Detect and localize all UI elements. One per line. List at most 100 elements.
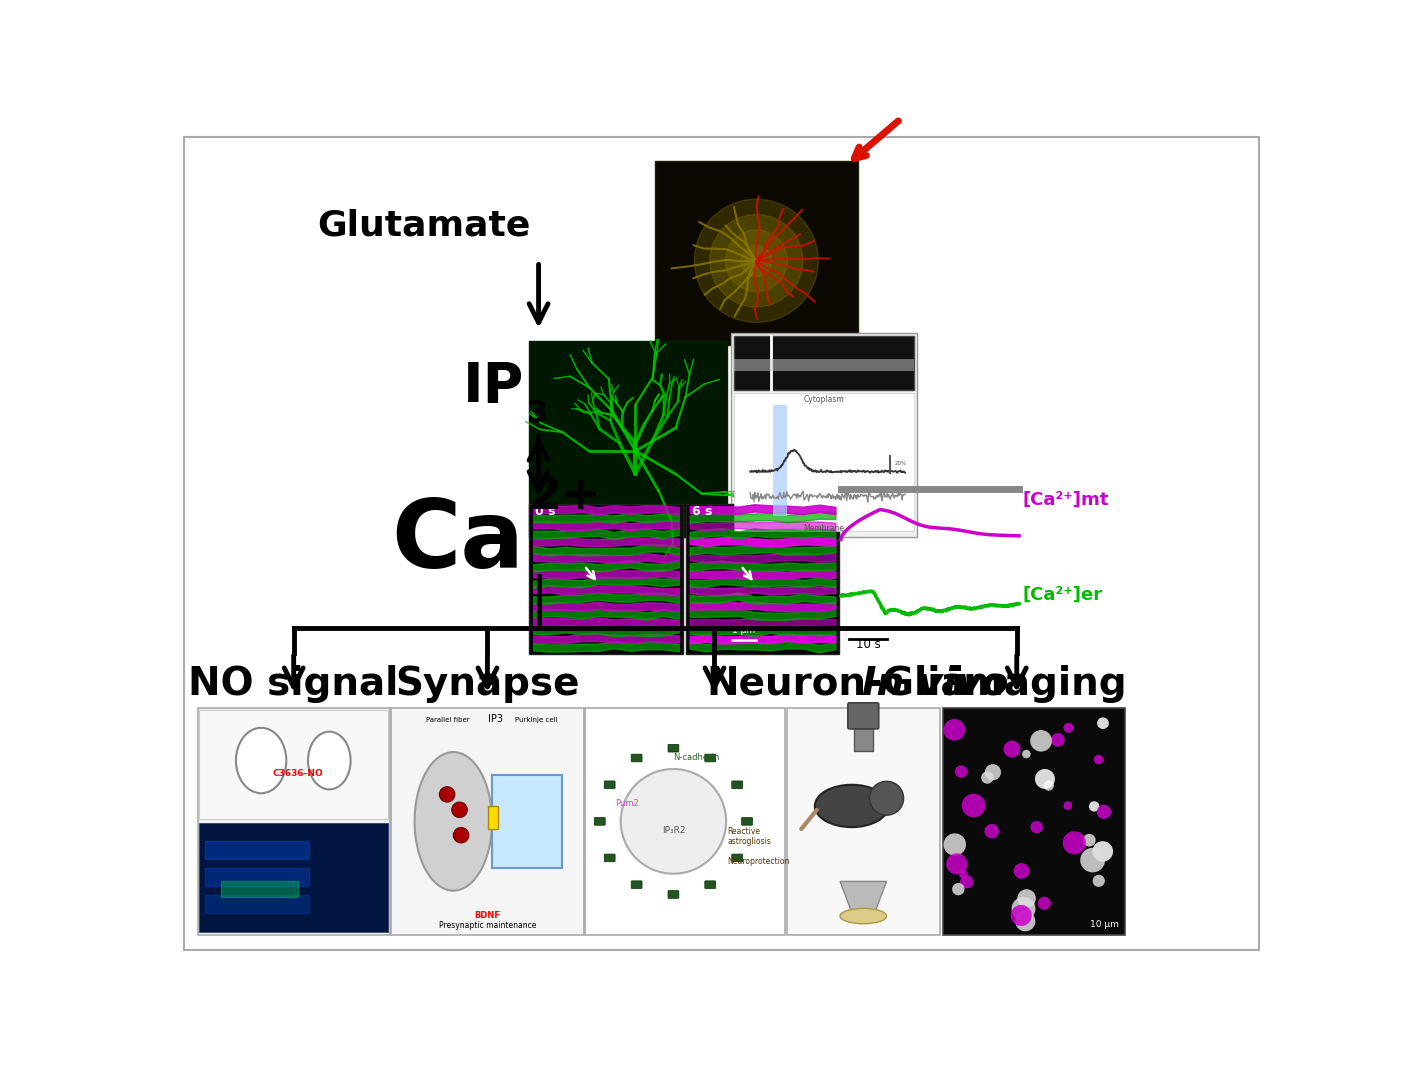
Circle shape (1096, 805, 1112, 819)
Circle shape (1097, 718, 1109, 730)
Text: 3: 3 (528, 399, 549, 428)
Text: 0 s: 0 s (536, 505, 556, 518)
FancyBboxPatch shape (632, 754, 642, 762)
Bar (730, 334, 917, 537)
Text: Glutamate: Glutamate (318, 209, 530, 242)
Circle shape (981, 771, 993, 783)
Polygon shape (840, 881, 886, 912)
FancyBboxPatch shape (604, 854, 615, 862)
Ellipse shape (236, 727, 286, 793)
Text: [Ca²⁺]mt: [Ca²⁺]mt (1023, 491, 1109, 509)
Circle shape (1093, 755, 1103, 764)
Circle shape (1017, 889, 1036, 908)
Circle shape (452, 802, 467, 818)
Circle shape (1021, 750, 1031, 759)
Circle shape (985, 764, 1000, 780)
Text: Cytoplasm: Cytoplasm (803, 396, 844, 405)
Bar (685, 505, 839, 654)
Bar (654, 161, 858, 344)
Circle shape (1051, 733, 1065, 747)
Text: [Ca²⁺]er: [Ca²⁺]er (1023, 585, 1103, 604)
Text: Membrane: Membrane (803, 524, 844, 533)
Text: Neuron-Glia: Neuron-Glia (706, 665, 968, 703)
Circle shape (1062, 831, 1086, 854)
Text: 10 μm: 10 μm (1090, 920, 1119, 930)
Circle shape (1093, 875, 1104, 887)
Text: Pum2: Pum2 (615, 799, 639, 808)
FancyBboxPatch shape (732, 854, 743, 862)
Text: Synapse: Synapse (395, 665, 580, 703)
Circle shape (694, 199, 819, 323)
Bar (734, 359, 913, 371)
Text: Parallel fiber: Parallel fiber (426, 717, 470, 723)
Circle shape (1083, 834, 1096, 847)
Text: In vivo: In vivo (861, 665, 1009, 703)
Bar (854, 712, 872, 751)
Bar (200, 823, 388, 932)
FancyBboxPatch shape (705, 881, 716, 889)
Bar (585, 708, 785, 935)
Text: 6 s: 6 s (692, 505, 712, 518)
Circle shape (944, 719, 965, 740)
Circle shape (946, 853, 968, 875)
Circle shape (953, 883, 965, 895)
Text: IP3: IP3 (488, 714, 502, 724)
Bar (734, 337, 913, 391)
Circle shape (453, 827, 469, 843)
FancyBboxPatch shape (632, 881, 642, 889)
Circle shape (962, 794, 985, 818)
Text: NO signal: NO signal (189, 665, 398, 703)
Bar (529, 341, 727, 537)
Circle shape (741, 245, 772, 277)
Circle shape (1012, 897, 1036, 921)
Text: 20%: 20% (895, 461, 908, 466)
Bar (734, 393, 913, 532)
Circle shape (1064, 723, 1074, 733)
Circle shape (1016, 911, 1036, 932)
Circle shape (1030, 731, 1052, 752)
Text: Neuroprotection: Neuroprotection (727, 856, 791, 866)
Bar (943, 708, 1126, 935)
Text: 1 μm: 1 μm (733, 626, 756, 635)
Text: Ca: Ca (391, 496, 525, 587)
Circle shape (1081, 848, 1104, 873)
Ellipse shape (815, 784, 888, 827)
Circle shape (944, 833, 967, 855)
Circle shape (439, 787, 454, 802)
Text: BDNF: BDNF (474, 911, 501, 920)
Circle shape (1089, 802, 1099, 811)
Circle shape (1036, 769, 1055, 789)
Circle shape (1092, 841, 1113, 862)
Text: IP₃R2: IP₃R2 (661, 826, 685, 835)
Circle shape (726, 230, 788, 292)
FancyBboxPatch shape (604, 781, 615, 789)
FancyBboxPatch shape (594, 818, 605, 825)
Bar (492, 775, 561, 867)
FancyBboxPatch shape (705, 754, 716, 762)
Text: C3636-NO: C3636-NO (272, 769, 324, 778)
Text: Presynaptic maintenance: Presynaptic maintenance (439, 921, 536, 930)
Bar (197, 708, 390, 935)
Circle shape (960, 869, 968, 878)
Circle shape (960, 875, 974, 889)
FancyBboxPatch shape (732, 781, 743, 789)
Text: imaging: imaging (951, 665, 1127, 703)
Text: Reactive
astrogliosis: Reactive astrogliosis (727, 827, 771, 847)
Circle shape (1013, 863, 1030, 879)
Bar (488, 806, 498, 829)
Bar (529, 505, 682, 654)
Circle shape (1003, 740, 1020, 758)
Text: Purkinje cell: Purkinje cell (515, 717, 559, 723)
Text: 10 s: 10 s (855, 638, 881, 651)
Circle shape (711, 214, 803, 307)
Text: IP: IP (463, 360, 525, 414)
FancyBboxPatch shape (848, 703, 879, 728)
Circle shape (620, 769, 726, 874)
FancyBboxPatch shape (668, 891, 678, 898)
Ellipse shape (308, 732, 350, 790)
Circle shape (1030, 821, 1043, 834)
Circle shape (985, 824, 999, 838)
Bar (200, 710, 388, 819)
Circle shape (1044, 780, 1054, 791)
Text: N-cadherin: N-cadherin (674, 753, 720, 762)
